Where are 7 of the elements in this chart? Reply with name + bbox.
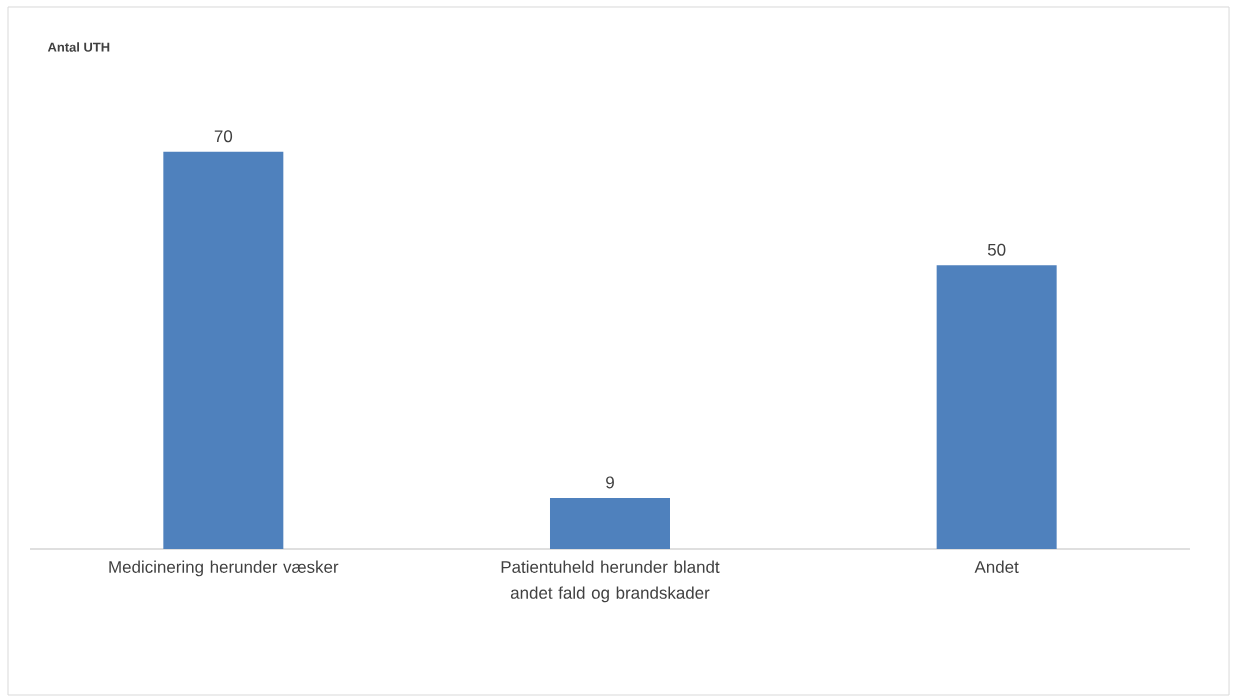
data-label: 9 [606,476,614,489]
data-label: 70 [214,130,233,143]
x-tick-label: Medicinering herunder væsker [109,560,339,577]
x-tick-label: Patientuheld herunder blandt andet fald og brandskader [501,560,720,603]
chart-title: Antal UTH [47,42,110,52]
data-label: 50 [987,243,1006,256]
x-tick-label: Andet [974,560,1019,573]
